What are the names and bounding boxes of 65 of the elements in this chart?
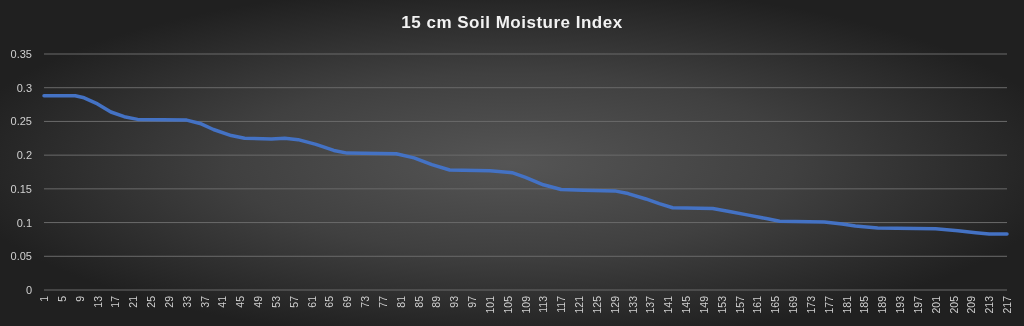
x-tick-label: 17 bbox=[109, 295, 122, 308]
x-tick-label: 169 bbox=[787, 295, 799, 314]
x-tick-label: 97 bbox=[466, 295, 478, 308]
x-tick-label: 161 bbox=[751, 295, 764, 314]
x-tick-label: 73 bbox=[359, 295, 371, 308]
x-tick-label: 213 bbox=[983, 295, 996, 314]
x-tick-label: 137 bbox=[644, 295, 657, 314]
x-tick-label: 9 bbox=[73, 295, 86, 302]
x-tick-label: 117 bbox=[555, 295, 568, 313]
y-tick-label: 0.35 bbox=[10, 48, 32, 60]
x-tick-label: 197 bbox=[911, 295, 924, 314]
x-tick-label: 33 bbox=[180, 295, 193, 308]
y-tick-label: 0.15 bbox=[10, 182, 32, 195]
x-tick-label: 149 bbox=[697, 295, 710, 314]
x-tick-label: 49 bbox=[252, 295, 264, 308]
x-tick-label: 201 bbox=[929, 295, 942, 314]
x-tick-label: 109 bbox=[519, 295, 532, 314]
x-tick-label: 93 bbox=[448, 295, 461, 308]
x-tick-label: 181 bbox=[840, 295, 853, 314]
x-tick-label: 77 bbox=[376, 295, 389, 308]
x-tick-label: 165 bbox=[769, 295, 782, 314]
chart-title: 15 cm Soil Moisture Index bbox=[401, 13, 623, 32]
x-tick-label: 173 bbox=[804, 295, 817, 314]
x-tick-label: 141 bbox=[662, 295, 675, 314]
x-tick-label: 101 bbox=[483, 295, 496, 314]
x-tick-label: 37 bbox=[198, 295, 211, 308]
x-tick-label: 45 bbox=[234, 295, 247, 308]
x-tick-label: 41 bbox=[216, 295, 229, 308]
x-tick-label: 153 bbox=[715, 295, 728, 314]
x-tick-label: 209 bbox=[965, 295, 978, 314]
x-tick-label: 57 bbox=[287, 295, 300, 308]
x-tick-label: 189 bbox=[876, 295, 889, 314]
x-tick-label: 69 bbox=[341, 295, 354, 308]
x-tick-label: 105 bbox=[501, 295, 514, 314]
x-tick-label: 125 bbox=[590, 295, 603, 314]
x-tick-label: 133 bbox=[626, 295, 639, 314]
x-tick-label: 157 bbox=[733, 295, 746, 314]
x-tick-label: 81 bbox=[394, 295, 407, 308]
x-tick-label: 177 bbox=[822, 295, 835, 314]
x-tick-label: 205 bbox=[947, 295, 960, 314]
x-tick-label: 121 bbox=[573, 295, 585, 314]
x-tick-label: 89 bbox=[430, 295, 443, 308]
x-tick-label: 85 bbox=[412, 295, 425, 308]
y-tick-label: 0.1 bbox=[16, 216, 32, 229]
line-series bbox=[42, 94, 1009, 236]
x-tick-label: 13 bbox=[91, 295, 104, 308]
x-tick-label: 21 bbox=[127, 295, 140, 308]
x-tick-label: 5 bbox=[55, 295, 68, 302]
y-tick-label: 0.2 bbox=[16, 149, 32, 162]
x-tick-label: 145 bbox=[680, 295, 692, 314]
x-tick-label: 29 bbox=[162, 295, 175, 308]
x-tick-label: 53 bbox=[269, 295, 282, 308]
y-tick-label: 0.3 bbox=[16, 81, 32, 94]
x-tick-label: 65 bbox=[323, 295, 336, 308]
x-tick-label: 25 bbox=[145, 295, 157, 308]
x-tick-label: 185 bbox=[858, 295, 871, 314]
x-tick-label: 1 bbox=[38, 295, 50, 302]
y-tick-label: 0 bbox=[25, 284, 32, 296]
x-tick-label: 113 bbox=[537, 295, 550, 313]
y-tick-label: 0.25 bbox=[10, 115, 32, 128]
x-tick-label: 129 bbox=[608, 295, 621, 314]
y-tick-label: 0.05 bbox=[10, 250, 32, 263]
x-tick-label: 61 bbox=[305, 295, 318, 308]
x-tick-label: 193 bbox=[894, 295, 906, 314]
x-tick-label: 217 bbox=[1001, 295, 1013, 314]
